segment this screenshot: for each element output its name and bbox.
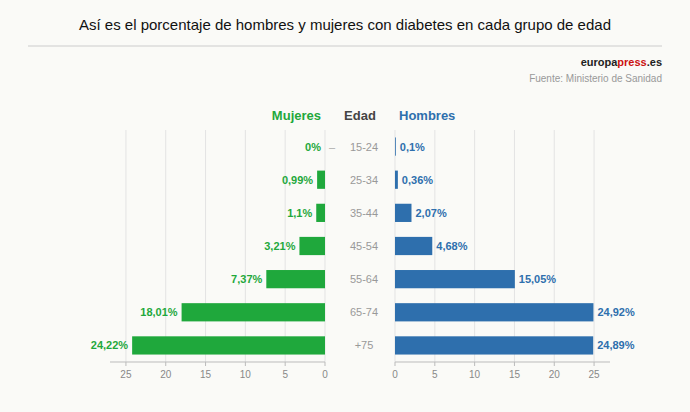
tick-mark: [285, 362, 286, 366]
x-axis-line: [110, 362, 325, 363]
grid-line: [205, 130, 206, 362]
tick-label: 25: [589, 369, 601, 380]
category-label: 65-74: [350, 306, 378, 318]
category-label: +75: [355, 339, 374, 351]
tick-label: 10: [469, 369, 481, 380]
data-label: 15,05%: [519, 273, 557, 285]
tick-label: 25: [120, 369, 132, 380]
bars: [132, 171, 325, 355]
data-label: 1,1%: [287, 207, 312, 219]
bar: [182, 303, 325, 321]
data-label: 2,07%: [415, 207, 446, 219]
data-label: 24,92%: [597, 306, 635, 318]
grid-line: [165, 130, 166, 362]
data-label: 24,22%: [91, 339, 129, 351]
tick-label: 15: [509, 369, 521, 380]
data-label: 24,89%: [597, 339, 635, 351]
tick-mark: [205, 362, 206, 366]
tick-mark: [325, 362, 326, 366]
bar: [266, 270, 325, 288]
data-label: 3,21%: [264, 240, 295, 252]
legend-entry: Mujeres: [272, 108, 321, 123]
bar: [325, 137, 326, 155]
category-label: 35-44: [350, 207, 378, 219]
title: Así es el porcentaje de hombres y mujere…: [79, 16, 611, 33]
tick-label: 0: [392, 369, 398, 380]
bar: [299, 237, 325, 255]
data-label: 0,99%: [282, 174, 313, 186]
bar: [132, 336, 325, 354]
tick-mark: [514, 362, 515, 366]
category-label: 45-54: [350, 240, 378, 252]
bar: [317, 171, 325, 189]
source: Fuente: Ministerio de Sanidad: [529, 73, 662, 84]
bar: [395, 336, 593, 354]
background: [0, 0, 690, 412]
data-label: 0%: [305, 141, 321, 153]
tick-label: 5: [432, 369, 438, 380]
bar: [395, 204, 411, 222]
data-label: 7,37%: [231, 273, 262, 285]
bar: [316, 204, 325, 222]
bar: [395, 237, 432, 255]
tick-mark: [125, 362, 126, 366]
tick-label: 20: [160, 369, 172, 380]
category-label: 55-64: [350, 273, 378, 285]
bars: [395, 137, 593, 354]
tick-label: 20: [549, 369, 561, 380]
annotation: –: [329, 141, 336, 153]
tick-mark: [245, 362, 246, 366]
brand-part: .es: [647, 56, 662, 68]
grid-line: [125, 130, 126, 362]
grid-line: [554, 130, 555, 362]
tick-label: 15: [200, 369, 212, 380]
axis-label: Edad: [344, 108, 376, 123]
data-label: 0,36%: [402, 174, 433, 186]
grid-line: [474, 130, 475, 362]
tick-mark: [474, 362, 475, 366]
grid-line: [434, 130, 435, 362]
tick-mark: [554, 362, 555, 366]
data-label: 0,1%: [400, 141, 425, 153]
bar: [395, 171, 398, 189]
tick-label: 10: [240, 369, 252, 380]
x-axis-line: [395, 362, 610, 363]
grid-line: [514, 130, 515, 362]
grid-line: [245, 130, 246, 362]
chart: Así es el porcentaje de hombres y mujere…: [0, 0, 690, 412]
category-label: 25-34: [350, 174, 378, 186]
tick-label: 5: [282, 369, 288, 380]
brand-part: europa: [581, 56, 619, 68]
data-label: 4,68%: [436, 240, 467, 252]
category-label: 15-24: [350, 141, 378, 153]
brand: europapress.es: [581, 56, 662, 68]
legend-entry: Hombres: [399, 108, 455, 123]
tick-mark: [434, 362, 435, 366]
tick-mark: [165, 362, 166, 366]
tick-mark: [395, 362, 396, 366]
grid-line: [594, 130, 595, 362]
title-rule: [28, 46, 662, 47]
data-label: 18,01%: [140, 306, 178, 318]
bar: [395, 270, 515, 288]
tick-mark: [594, 362, 595, 366]
bar: [395, 303, 593, 321]
tick-label: 0: [322, 369, 328, 380]
brand-part: press: [617, 56, 646, 68]
bar: [395, 137, 396, 155]
